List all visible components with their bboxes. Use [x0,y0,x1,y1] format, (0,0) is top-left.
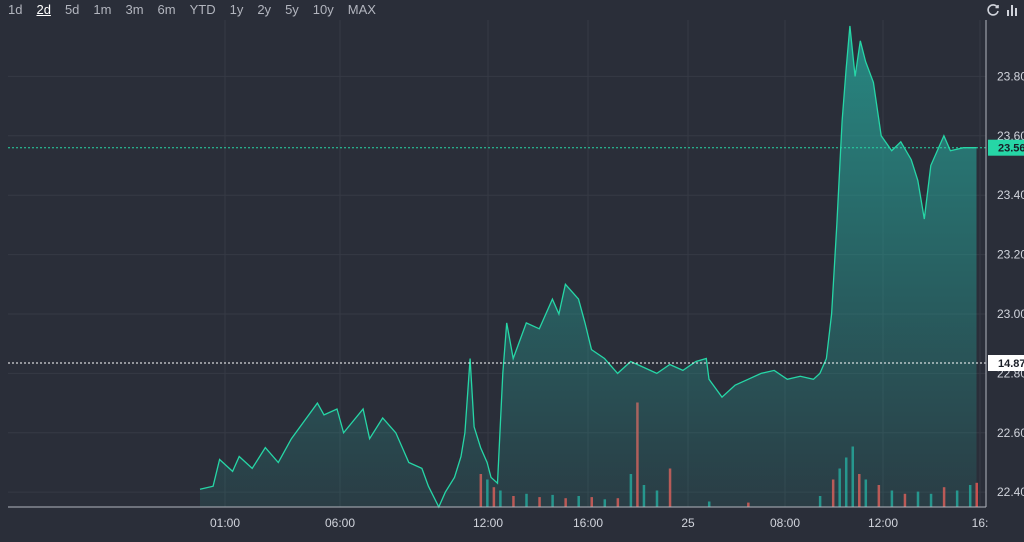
price-area-fill [200,25,977,508]
x-tick-label: 06:00 [325,516,355,530]
y-tick-label: 22.40 [997,485,1024,499]
range-button-max[interactable]: MAX [347,2,376,17]
x-tick-label: 01:00 [210,516,240,530]
volume-bar [975,482,978,507]
chart-tools [986,0,1018,20]
x-tick-label: 25 [681,516,695,530]
price-area [199,25,977,509]
x-tick-label: 16:00 [573,516,603,530]
y-tick-label: 23.80 [997,69,1024,83]
y-tick-label: 23.60 [997,129,1024,143]
range-button-1y[interactable]: 1y [229,2,244,17]
previous-close-tag: 14.87 [998,358,1024,370]
current-price-tag-bg [988,139,1024,156]
range-button-2y[interactable]: 2y [257,2,272,17]
axes: 22.4022.6022.8023.0023.2023.4023.6023.80… [8,20,1024,530]
range-button-2d[interactable]: 2d [36,2,51,17]
range-button-3m[interactable]: 3m [125,2,144,17]
x-tick-label: 16: [972,516,989,530]
y-tick-label: 23.40 [997,188,1024,202]
range-button-10y[interactable]: 10y [312,2,334,17]
current-price-tag: 23.56 [998,143,1024,155]
refresh-icon[interactable] [986,3,1000,17]
y-tick-label: 22.60 [997,426,1024,440]
range-button-ytd[interactable]: YTD [189,2,216,17]
range-button-5d[interactable]: 5d [64,2,80,17]
price-line [199,25,977,509]
range-button-1d[interactable]: 1d [8,2,23,17]
range-button-5y[interactable]: 5y [285,2,299,17]
x-tick-label: 12:00 [473,516,503,530]
y-tick-label: 23.20 [997,248,1024,262]
range-toolbar: 1d 2d 5d 1m 3m 6m YTD 1y 2y 5y 10y MAX [0,0,382,20]
x-tick-label: 12:00 [868,516,898,530]
range-button-1m[interactable]: 1m [93,2,112,17]
previous-close-tag-bg [988,355,1024,371]
price-tags: 23.56 14.87 [988,139,1024,371]
x-tick-label: 08:00 [770,516,800,530]
reference-lines [8,147,986,364]
bar-chart-icon[interactable] [1006,3,1018,17]
range-button-6m[interactable]: 6m [157,2,176,17]
y-tick-label: 23.00 [997,307,1024,321]
